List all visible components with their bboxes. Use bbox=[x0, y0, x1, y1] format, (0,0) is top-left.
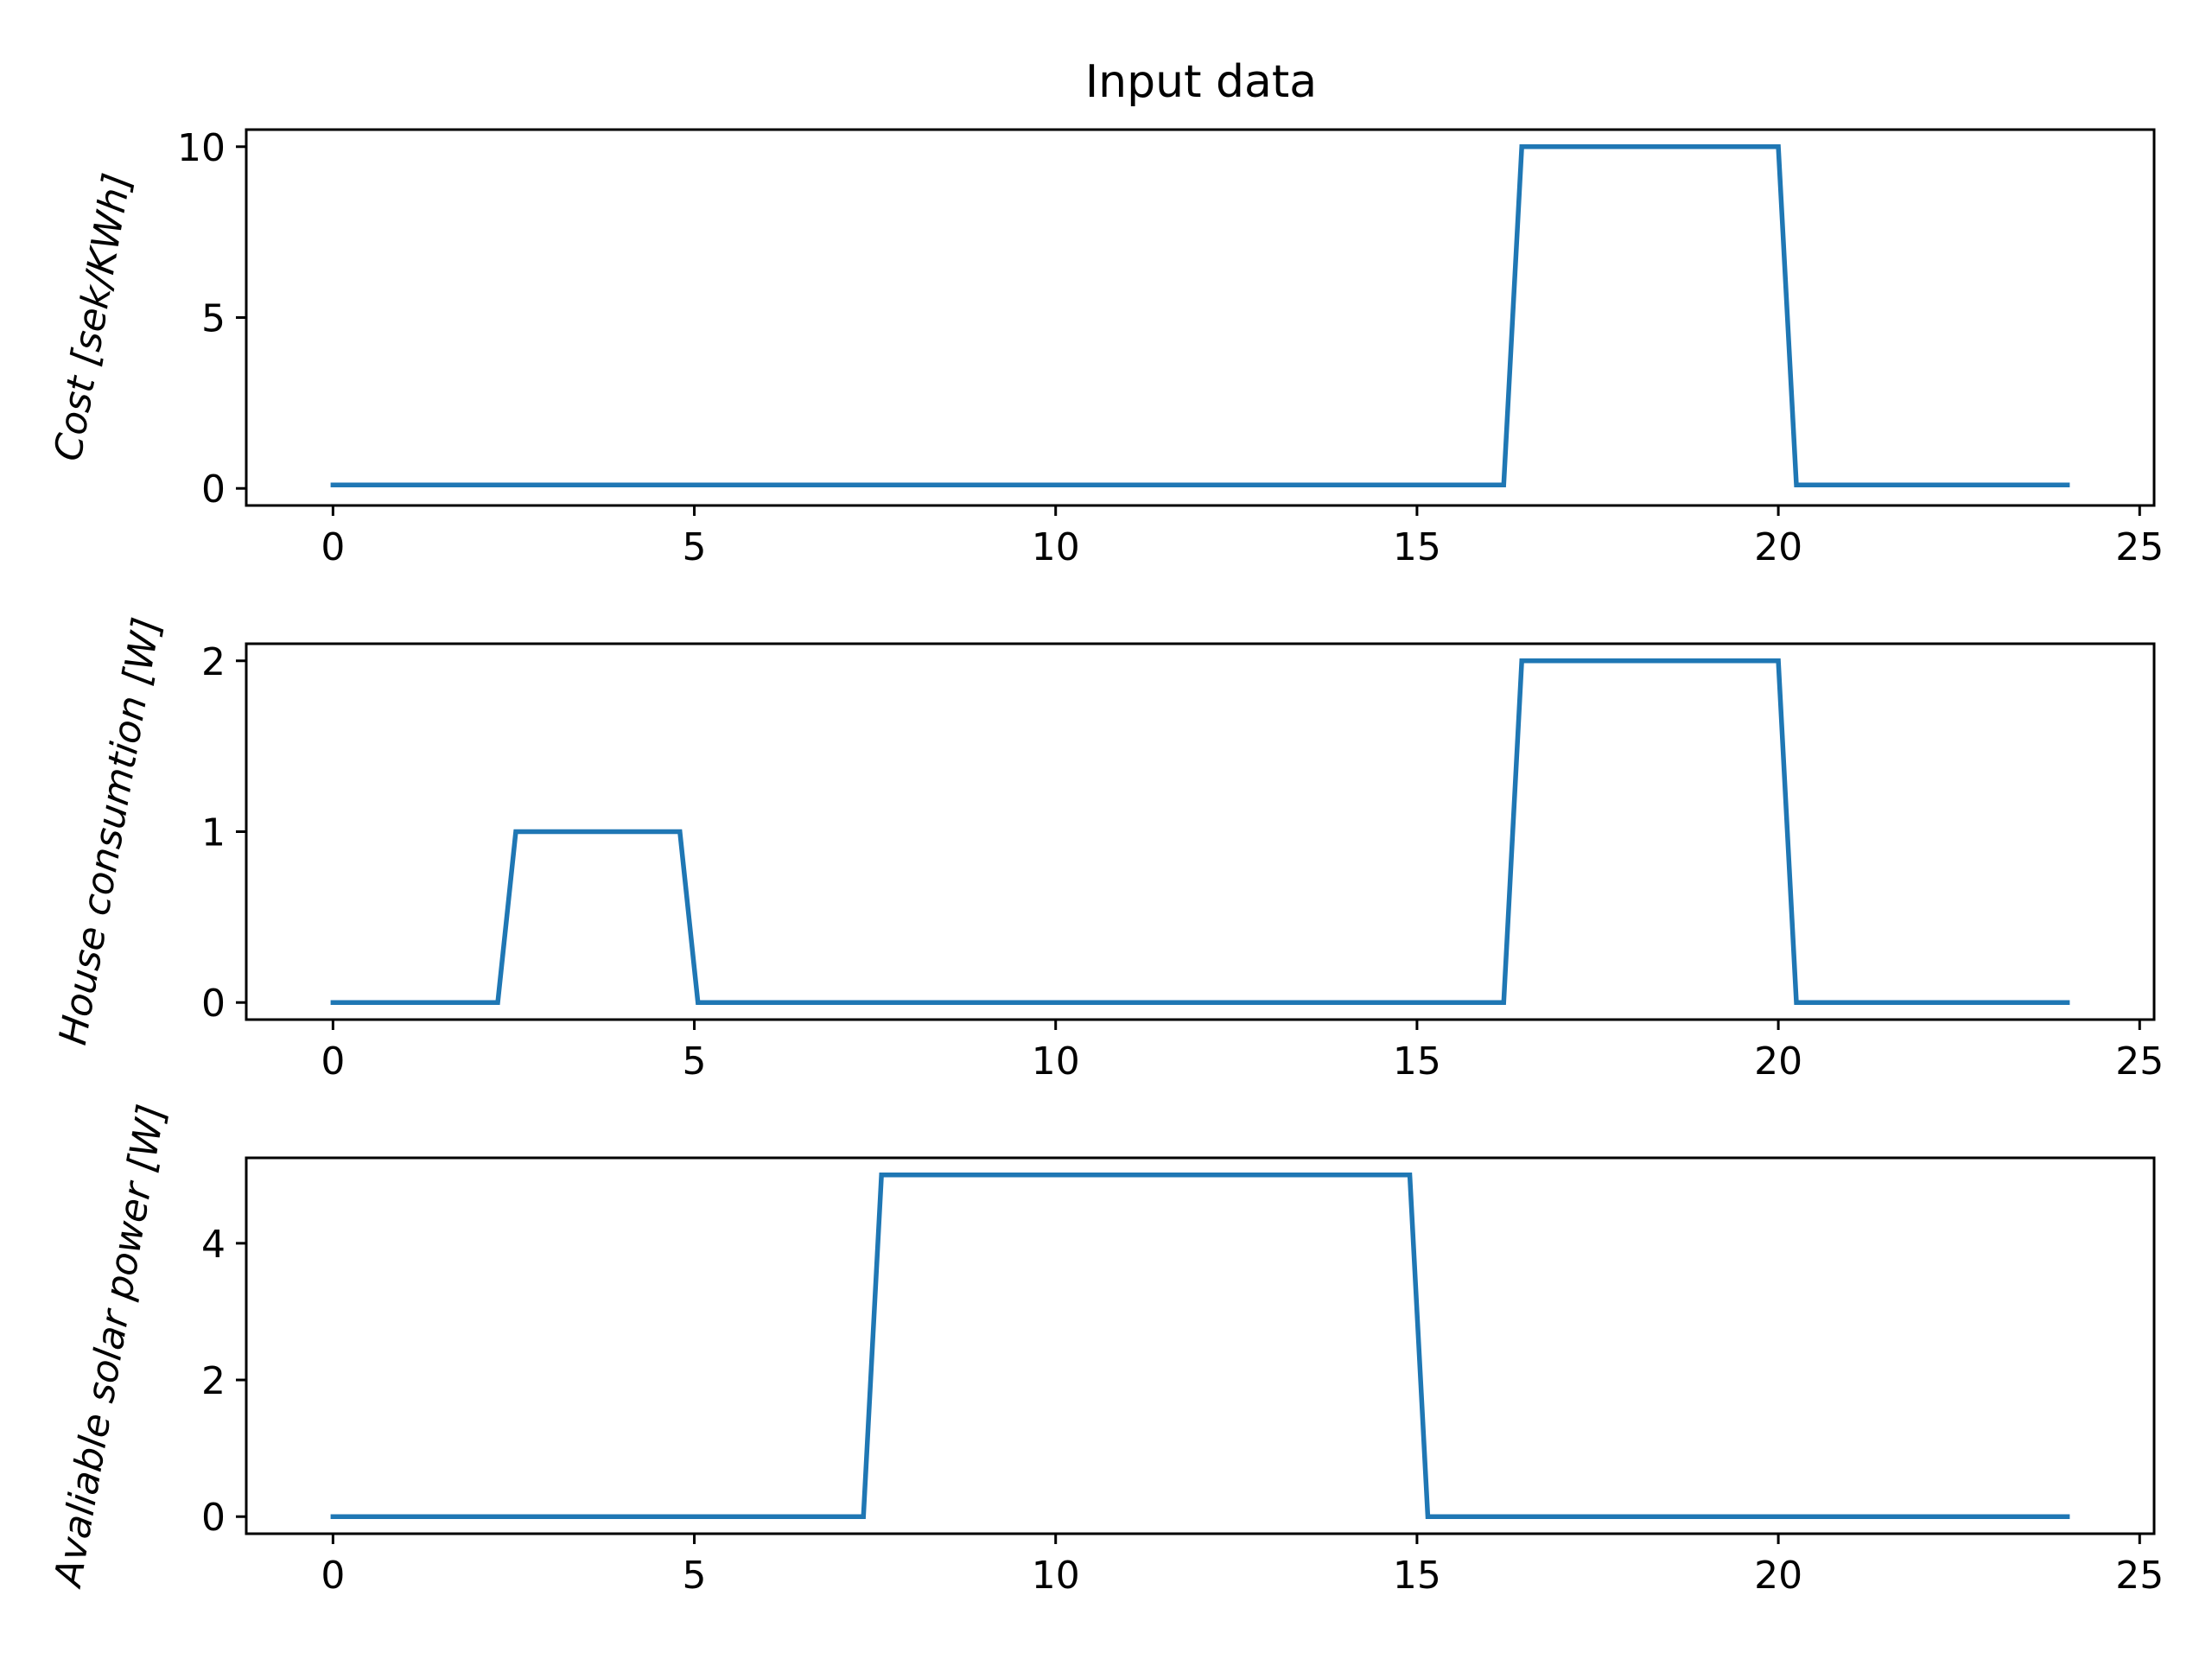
y-tick-label: 2 bbox=[201, 1359, 226, 1403]
x-tick-label: 10 bbox=[1032, 1554, 1080, 1598]
x-tick-label: 5 bbox=[683, 525, 707, 569]
x-tick-label: 10 bbox=[1032, 525, 1080, 569]
axes-frame bbox=[245, 1156, 2156, 1535]
figure-title: Input data bbox=[1085, 56, 1317, 108]
x-tick-label: 20 bbox=[1754, 1554, 1802, 1598]
x-tick-label: 0 bbox=[321, 1554, 345, 1598]
series-line-1 bbox=[330, 1173, 2070, 1519]
y-tick-label: 0 bbox=[201, 982, 226, 1026]
x-tick-label: 25 bbox=[2115, 1039, 2164, 1084]
x-tick-label: 20 bbox=[1754, 1039, 1802, 1084]
y-tick-label: 5 bbox=[201, 297, 226, 341]
y-tick-label: 4 bbox=[201, 1223, 226, 1267]
x-tick-label: 0 bbox=[321, 525, 345, 569]
x-tick-label: 15 bbox=[1393, 1039, 1441, 1084]
series-line-1 bbox=[330, 658, 2070, 1005]
x-tick-label: 20 bbox=[1754, 525, 1802, 569]
x-tick-label: 5 bbox=[683, 1554, 707, 1598]
x-tick-label: 25 bbox=[2115, 1554, 2164, 1598]
x-tick-label: 25 bbox=[2115, 525, 2164, 569]
y-tick-label: 2 bbox=[201, 640, 226, 684]
x-tick-label: 15 bbox=[1393, 1554, 1441, 1598]
y-tick-label: 0 bbox=[201, 467, 226, 512]
x-tick-label: 15 bbox=[1393, 525, 1441, 569]
y-tick-label: 10 bbox=[177, 126, 226, 170]
series-line-1 bbox=[330, 144, 2070, 488]
x-tick-label: 10 bbox=[1032, 1039, 1080, 1084]
x-tick-label: 5 bbox=[683, 1039, 707, 1084]
y-tick-label: 0 bbox=[201, 1496, 226, 1540]
x-tick-label: 0 bbox=[321, 1039, 345, 1084]
y-tick-label: 1 bbox=[201, 811, 226, 855]
